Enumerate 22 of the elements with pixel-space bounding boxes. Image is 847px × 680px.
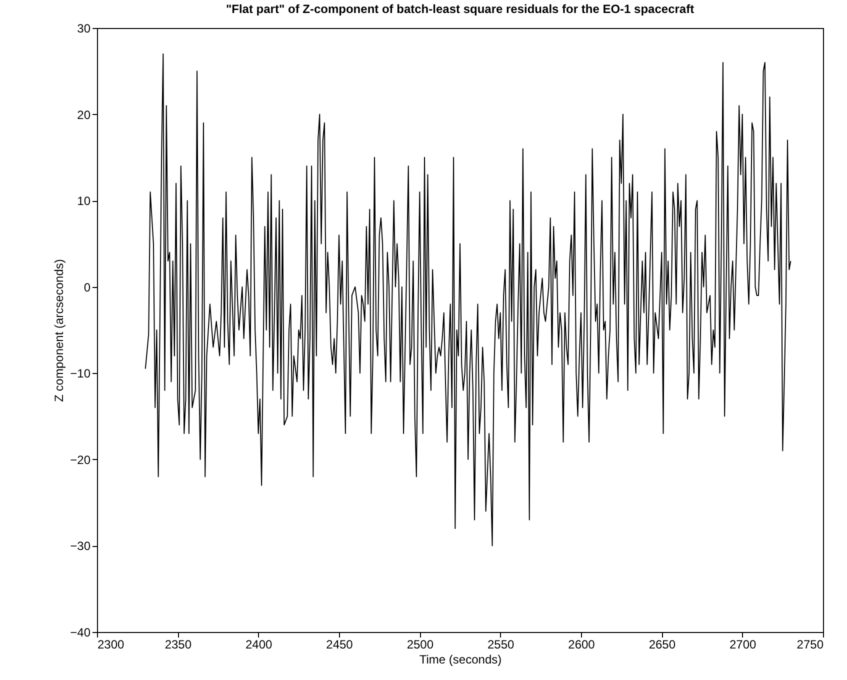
line-series bbox=[144, 53, 792, 546]
x-tick-label: 2350 bbox=[164, 638, 192, 652]
y-tick-label: −10 bbox=[70, 366, 91, 381]
x-tick-label: 2400 bbox=[245, 638, 273, 652]
x-tick-label: 2650 bbox=[648, 638, 676, 652]
x-tick-label: 2500 bbox=[406, 638, 434, 652]
x-tick-label: 2300 bbox=[98, 638, 125, 652]
x-tick-label: 2550 bbox=[487, 638, 515, 652]
x-axis-title: Time (seconds) bbox=[419, 652, 502, 666]
x-tick-label: 2600 bbox=[568, 638, 596, 652]
x-tick-label: 2700 bbox=[729, 638, 757, 652]
y-tick-label: −20 bbox=[70, 452, 91, 467]
y-tick-label: −30 bbox=[70, 539, 91, 554]
y-tick-label: 30 bbox=[77, 22, 91, 36]
y-tick-label: 0 bbox=[84, 280, 91, 294]
y-tick-label: −40 bbox=[70, 626, 91, 640]
x-tick-label: 2750 bbox=[796, 638, 824, 652]
x-tick-label: 2450 bbox=[326, 638, 354, 652]
y-tick-label: 10 bbox=[77, 194, 91, 208]
chart-title: "Flat part" of Z-component of batch-least square residuals for the EO-1 spacecraft bbox=[226, 2, 694, 16]
y-tick-label: 20 bbox=[77, 108, 91, 122]
y-axis-title: Z component (arcseconds) bbox=[52, 259, 66, 402]
